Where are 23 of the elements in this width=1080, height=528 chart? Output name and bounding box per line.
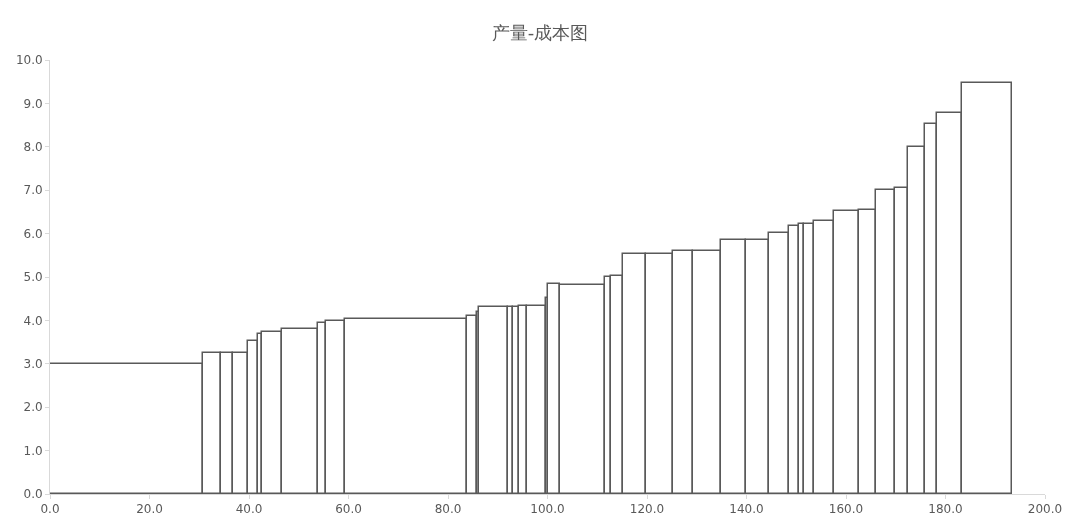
x-tick-label: 0.0: [40, 502, 60, 517]
x-tick-label: 60.0: [335, 502, 362, 517]
y-tick-label: 7.0: [23, 183, 43, 198]
y-tick-label: 2.0: [23, 400, 43, 415]
x-tick-label: 120.0: [629, 502, 665, 517]
x-tick-label: 160.0: [828, 502, 864, 517]
y-tick-label: 10.0: [15, 53, 43, 68]
y-tick-label: 1.0: [23, 443, 43, 458]
x-tick-label: 20.0: [136, 502, 163, 517]
y-tick-label: 4.0: [23, 313, 43, 328]
chart-title: 产量-成本图: [491, 22, 589, 43]
y-tick-label: 6.0: [23, 226, 43, 241]
y-tick-label: 0.0: [23, 487, 43, 502]
x-tick-label: 80.0: [434, 502, 462, 517]
y-tick-label: 3.0: [23, 357, 43, 371]
y-tick-label: 9.0: [23, 96, 43, 111]
x-tick-label: 40.0: [235, 502, 263, 517]
x-tick-label: 140.0: [729, 502, 764, 517]
x-tick-label: 180.0: [928, 502, 963, 517]
x-tick-label: 200.0: [1027, 502, 1063, 517]
x-tick-label: 100.0: [530, 502, 565, 517]
y-tick-label: 5.0: [23, 270, 43, 285]
y-tick-label: 8.0: [23, 140, 43, 154]
